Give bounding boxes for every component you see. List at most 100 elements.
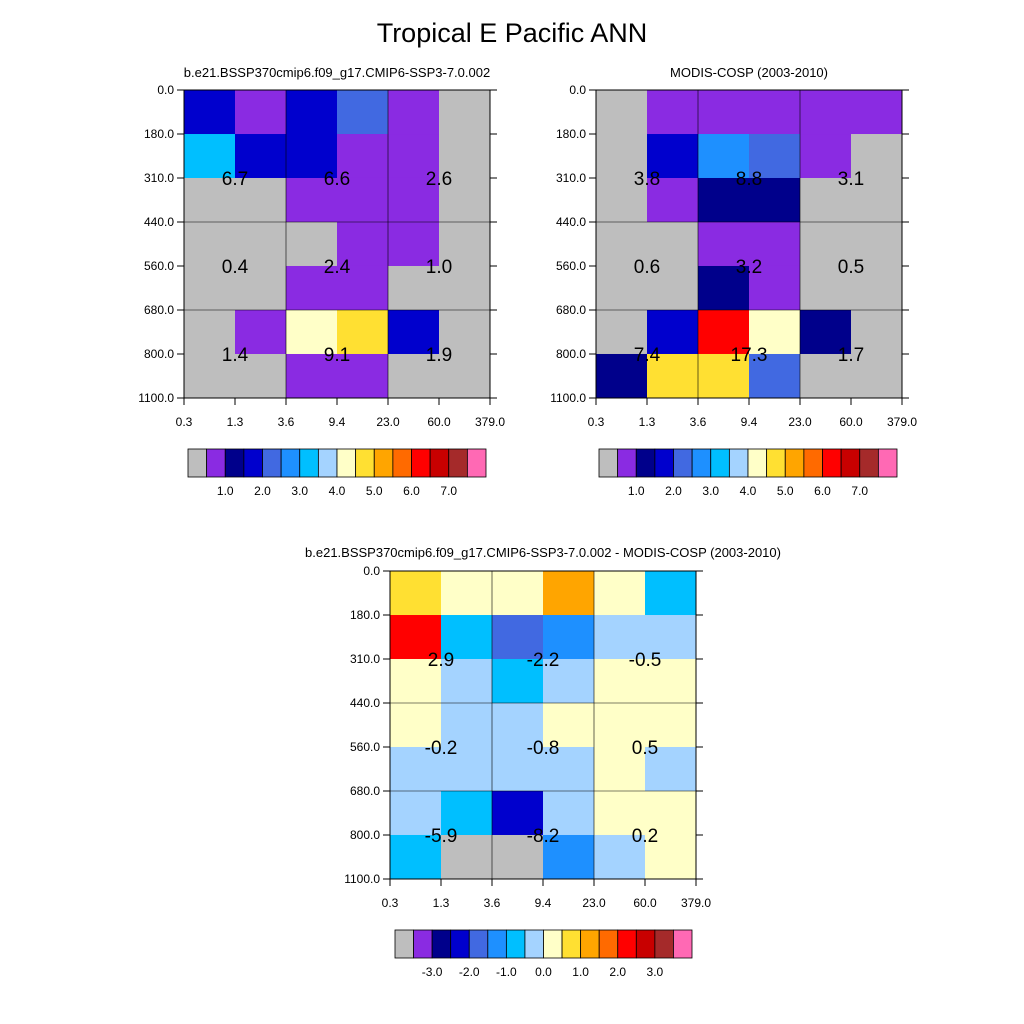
heatmap-cell <box>851 134 903 179</box>
heatmap-panel-2: MODIS-COSP (2003-2010) 3.8 8.8 3.1 0.6 3.2 0.5… <box>550 65 917 498</box>
heatmap-cell <box>800 90 852 135</box>
colorbar-swatch <box>840 448 861 478</box>
y-tick-label: 310.0 <box>556 171 586 185</box>
colorbar-label: 1.0 <box>572 965 589 979</box>
y-tick-label: 440.0 <box>350 696 380 710</box>
y-tick-label: 560.0 <box>350 740 380 754</box>
y-tick-label: 560.0 <box>556 259 586 273</box>
heatmap-cell <box>492 791 544 836</box>
heatmap-cell <box>698 265 750 311</box>
block-value-label: 1.0 <box>426 257 452 278</box>
block-value-label: 7.4 <box>634 345 661 366</box>
heatmap-cell <box>594 791 646 836</box>
heatmap-cell <box>596 353 648 399</box>
y-tick-label: 560.0 <box>144 259 174 273</box>
colorbar-swatch <box>206 448 226 478</box>
colorbar-swatch <box>580 929 600 959</box>
heatmap-cell <box>492 834 544 880</box>
colorbar-swatch <box>431 929 452 959</box>
colorbar-swatch <box>299 448 319 478</box>
x-tick-label: 60.0 <box>427 415 451 429</box>
y-tick-label: 1100.0 <box>550 391 586 405</box>
block-value-label: -8.2 <box>527 826 560 847</box>
heatmap-cell <box>698 134 750 179</box>
colorbar-label: 3.0 <box>647 965 664 979</box>
figure-title: Tropical E Pacific ANN <box>377 18 648 48</box>
heatmap-cell <box>390 746 442 792</box>
colorbar-swatch <box>373 448 394 478</box>
x-tick-label: 379.0 <box>681 896 711 910</box>
heatmap-cell <box>390 658 442 704</box>
heatmap-cell <box>184 353 236 399</box>
y-tick-label: 310.0 <box>350 652 380 666</box>
y-tick-label: 440.0 <box>144 215 174 229</box>
heatmap-cell <box>543 703 595 748</box>
colorbar-label: 2.0 <box>665 484 682 498</box>
y-tick-label: 0.0 <box>363 564 380 578</box>
colorbar-label: 5.0 <box>366 484 383 498</box>
panel-title: b.e21.BSSP370cmip6.f09_g17.CMIP6-SSP3-7.… <box>305 545 781 560</box>
heatmap-cell <box>749 310 801 355</box>
heatmap-cell <box>594 571 646 616</box>
colorbar-label: 5.0 <box>777 484 794 498</box>
heatmap-cell <box>596 177 648 223</box>
colorbar-label: 7.0 <box>851 484 868 498</box>
heatmap-cell <box>388 265 440 311</box>
heatmap-cell <box>596 222 648 267</box>
heatmap-cell <box>286 177 338 223</box>
heatmap-cell <box>337 177 389 223</box>
heatmap-cell <box>594 746 646 792</box>
heatmap-cell <box>235 353 287 399</box>
x-tick-label: 60.0 <box>839 415 863 429</box>
heatmap-cell <box>184 177 236 223</box>
colorbar-swatch <box>728 448 749 478</box>
heatmap-cell <box>492 615 544 660</box>
heatmap-cell <box>184 222 236 267</box>
heatmap-cell <box>543 791 595 836</box>
heatmap-cell <box>492 571 544 616</box>
block-value-label: 3.2 <box>736 257 762 278</box>
heatmap-cell <box>749 353 801 399</box>
colorbar-swatch <box>710 448 730 478</box>
y-tick-label: 800.0 <box>350 828 380 842</box>
heatmap-cell <box>594 703 646 748</box>
heatmap-cell <box>749 90 801 135</box>
colorbar-label: -3.0 <box>422 965 443 979</box>
heatmap-cell <box>749 265 801 311</box>
heatmap-cell <box>337 310 389 355</box>
colorbar-swatch <box>598 929 619 959</box>
panel-title: MODIS-COSP (2003-2010) <box>670 65 828 80</box>
block-value-label: -2.2 <box>527 650 560 671</box>
y-tick-label: 440.0 <box>556 215 586 229</box>
colorbar-swatch <box>617 929 637 959</box>
heatmap-cell <box>439 134 491 179</box>
colorbar-swatch <box>392 448 412 478</box>
colorbar-swatch <box>187 448 208 478</box>
heatmap-cell <box>800 134 852 179</box>
y-tick-label: 680.0 <box>350 784 380 798</box>
colorbar-label: -1.0 <box>496 965 517 979</box>
heatmap-cell <box>184 265 236 311</box>
y-tick-label: 1100.0 <box>138 391 174 405</box>
colorbar-label: 3.0 <box>702 484 719 498</box>
heatmap-cell <box>749 177 801 223</box>
x-tick-label: 379.0 <box>887 415 917 429</box>
heatmap-cell <box>439 177 491 223</box>
heatmap-cell <box>749 134 801 179</box>
heatmap-cell <box>235 90 287 135</box>
y-tick-label: 180.0 <box>350 608 380 622</box>
x-tick-label: 1.3 <box>433 896 450 910</box>
block-value-label: 3.1 <box>838 169 864 190</box>
colorbar-swatch <box>673 929 693 959</box>
heatmap-cell <box>594 615 646 660</box>
heatmap-cell <box>184 310 236 355</box>
colorbar-swatch <box>280 448 301 478</box>
heatmap-cell <box>492 658 544 704</box>
y-tick-label: 680.0 <box>144 303 174 317</box>
heatmap-cell <box>647 353 699 399</box>
block-value-label: 1.4 <box>222 345 249 366</box>
block-value-label: 17.3 <box>731 345 768 366</box>
heatmap-cell <box>390 615 442 660</box>
heatmap-cell <box>286 134 338 179</box>
x-tick-label: 3.6 <box>690 415 707 429</box>
